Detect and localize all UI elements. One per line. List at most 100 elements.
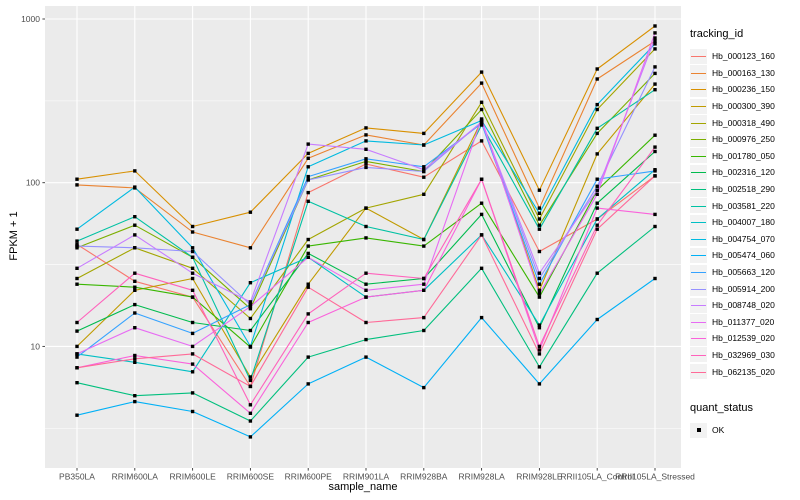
data-point (190, 295, 195, 299)
data-point (422, 276, 426, 281)
data-point (537, 348, 542, 352)
data-point (190, 391, 195, 395)
data-point (653, 149, 657, 154)
data-point (364, 206, 368, 210)
legend-item-Hb_012539_020: Hb_012539_020 (690, 330, 798, 347)
data-point (133, 215, 137, 219)
data-point (364, 224, 368, 229)
data-point (422, 282, 426, 286)
legend-key-swatch (690, 281, 707, 297)
data-point (422, 288, 426, 292)
data-point (306, 165, 310, 169)
data-point (248, 304, 253, 309)
legend-item-Hb_000300_390: Hb_000300_390 (690, 98, 798, 115)
data-point (306, 178, 310, 182)
series-color-line-icon (691, 222, 706, 224)
data-point (248, 328, 253, 333)
data-point (537, 292, 542, 296)
data-point (653, 71, 657, 76)
data-point (190, 276, 195, 281)
legend-item-label: Hb_005474_060 (712, 250, 775, 261)
data-point (133, 246, 137, 250)
data-point (75, 381, 79, 385)
data-point (190, 230, 195, 234)
data-point (595, 107, 599, 112)
data-point (479, 81, 484, 85)
legend-quant-section: quant_status OK (690, 402, 798, 439)
legend-item-Hb_004754_070: Hb_004754_070 (690, 231, 798, 248)
series-color-line-icon (691, 371, 706, 373)
data-point (537, 227, 542, 231)
series-color-line-icon (691, 338, 706, 340)
y-tick-label: 10 (31, 341, 41, 351)
series-color-line-icon (691, 321, 706, 323)
legend-item-label: Hb_005663_120 (712, 267, 775, 278)
data-point (422, 237, 426, 242)
data-point (190, 255, 195, 259)
x-tick-label: RRIM600LA (112, 472, 159, 482)
legend-item-label: Hb_032969_030 (712, 349, 775, 360)
data-point (653, 47, 657, 51)
legend-key-swatch (690, 198, 707, 214)
data-point (306, 156, 310, 160)
data-point (653, 169, 657, 173)
data-point (248, 307, 253, 311)
data-point (595, 192, 599, 196)
data-point (248, 378, 253, 383)
x-tick-label: RRII105LA_Control (560, 472, 634, 482)
data-point (595, 152, 599, 156)
data-point (190, 370, 195, 374)
data-point (595, 201, 599, 205)
data-point (190, 249, 195, 254)
data-point (364, 159, 368, 164)
data-point (364, 147, 368, 151)
data-point (595, 67, 599, 71)
data-point (190, 331, 195, 336)
data-point (75, 276, 79, 281)
series-color-line-icon (691, 155, 706, 157)
data-point (537, 352, 542, 356)
data-point (364, 165, 368, 170)
data-point (479, 233, 484, 237)
data-point (479, 177, 484, 181)
data-point (133, 399, 137, 404)
data-point (248, 384, 253, 389)
data-point (364, 133, 368, 137)
data-point (595, 223, 599, 227)
data-point (364, 162, 368, 166)
data-point (422, 328, 426, 333)
data-point (595, 102, 599, 107)
y-tick-label: 1000 (21, 14, 40, 24)
data-point (537, 382, 542, 386)
data-point (306, 237, 310, 242)
data-point (306, 312, 310, 316)
legend-item-Hb_005474_060: Hb_005474_060 (690, 247, 798, 264)
data-point (306, 285, 310, 289)
series-color-line-icon (691, 122, 706, 124)
data-point (248, 435, 253, 439)
x-tick-label: RRIM600PE (285, 472, 333, 482)
legend-item-Hb_004007_180: Hb_004007_180 (690, 214, 798, 231)
data-point (75, 227, 79, 231)
legend-item-ok: OK (690, 422, 798, 439)
data-point (422, 143, 426, 147)
data-point (653, 145, 657, 149)
data-point (364, 320, 368, 325)
data-point (479, 201, 484, 205)
legend-item-Hb_011377_020: Hb_011377_020 (690, 314, 798, 331)
legend-key-swatch (690, 131, 707, 147)
data-point (306, 282, 310, 286)
data-point (595, 131, 599, 136)
legend-tracking-title: tracking_id (690, 28, 744, 40)
data-point (133, 271, 137, 275)
data-point (75, 320, 79, 325)
data-point (653, 82, 657, 86)
data-point (306, 355, 310, 359)
data-point (653, 39, 657, 43)
legend-quant-title: quant_status (690, 401, 753, 414)
data-point (422, 168, 426, 172)
series-color-line-icon (691, 72, 706, 74)
legend-item-Hb_005914_200: Hb_005914_200 (690, 280, 798, 297)
series-color-line-icon (691, 189, 706, 191)
